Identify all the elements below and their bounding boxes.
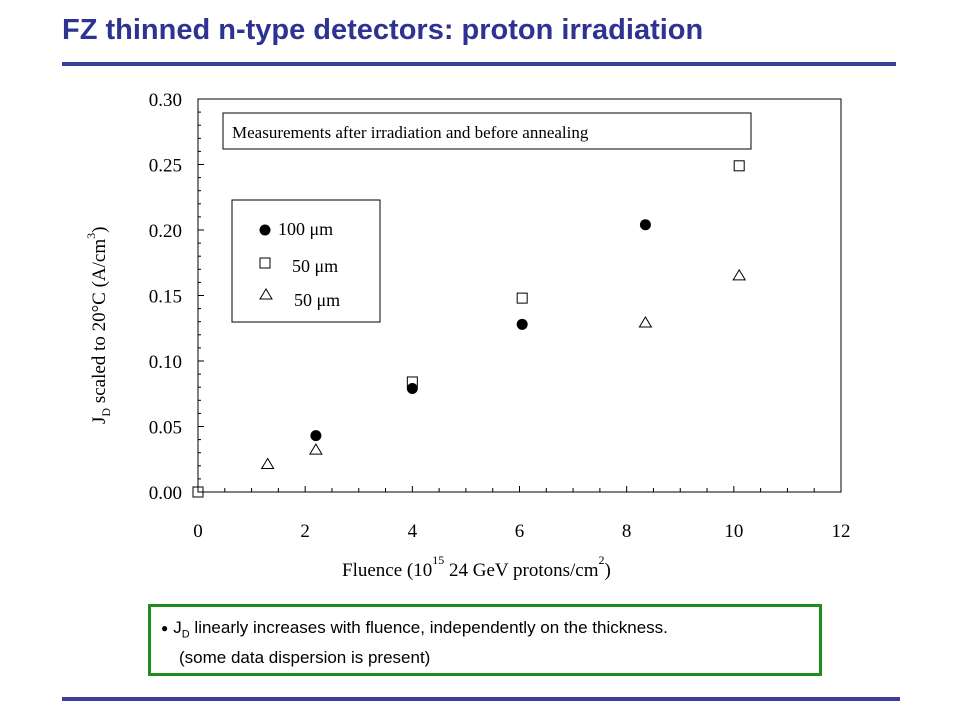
data-point-open-triangle [260, 457, 275, 469]
y-tick-label: 0.30 [149, 90, 182, 111]
data-point-filled-circle [516, 318, 528, 330]
legend-label-100um: 100 μm [278, 219, 333, 239]
annotation-text: Measurements after irradiation and befor… [232, 123, 589, 142]
legend-marker-circle [259, 224, 271, 236]
title-divider [62, 62, 896, 66]
footer-divider [62, 697, 900, 701]
bullet-icon: ● [161, 621, 169, 635]
data-point-filled-circle [406, 383, 418, 395]
x-tick-label: 2 [300, 521, 310, 542]
x-tick-label: 10 [724, 521, 743, 542]
x-tick-label: 0 [193, 521, 203, 542]
y-tick-label: 0.15 [149, 287, 182, 308]
legend-label-50um-triangle: 50 μm [294, 290, 340, 310]
y-tick-label: 0.10 [149, 352, 182, 373]
conclusion-line-1: ● JD linearly increases with fluence, ind… [161, 618, 668, 641]
scatter-chart: 0 2 4 6 8 10 12 0.00 0.05 0.10 0.15 0.20 0.25 0.30 M… [84, 90, 851, 581]
legend-label-50um-square: 50 μm [292, 256, 338, 276]
legend-marker-triangle [259, 288, 273, 300]
slide-title: FZ thinned n-type detectors: proton irra… [62, 14, 704, 46]
data-point-open-triangle [309, 443, 323, 455]
y-tick-label: 0.05 [149, 418, 182, 439]
y-tick-label: 0.25 [149, 156, 182, 177]
data-point-filled-circle [310, 430, 322, 442]
data-point-filled-circle [639, 219, 651, 231]
y-tick-label: 0.00 [149, 483, 182, 504]
legend-marker-square [259, 257, 271, 269]
conclusion-line-2: (some data dispersion is present) [179, 648, 431, 668]
data-point-open-triangle [732, 268, 747, 281]
x-tick-label: 12 [832, 521, 851, 542]
data-point-open-triangle [638, 316, 653, 328]
x-axis-label: Fluence (1015 24 GeV protons/cm2) [342, 553, 611, 581]
data-point-open-square [516, 292, 528, 304]
conclusion-box: ● JD linearly increases with fluence, ind… [148, 604, 822, 676]
annotation-box [222, 112, 752, 150]
legend: 100 μm 50 μm 50 μm [231, 199, 381, 323]
x-tick-label: 8 [622, 521, 632, 542]
data-point-open-square [733, 160, 745, 172]
y-tick-label: 0.20 [149, 221, 182, 242]
x-tick-label: 6 [515, 521, 525, 542]
x-tick-label: 4 [408, 521, 418, 542]
y-axis-label: JD scaled to 20°C (A/cm3) [84, 227, 113, 424]
data-point-open-square [406, 376, 418, 388]
data-point-open-square [192, 486, 204, 498]
